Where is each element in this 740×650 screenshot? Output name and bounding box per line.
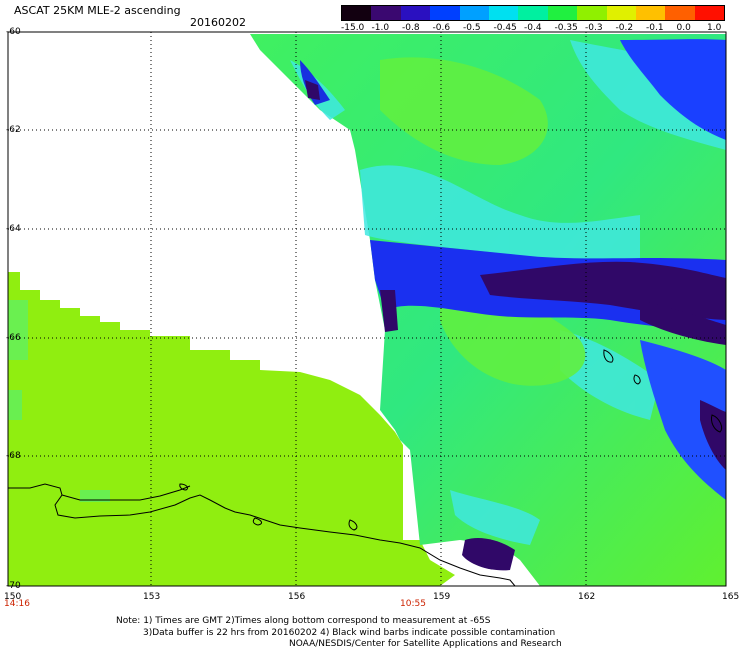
- colorbar-label: -0.2: [615, 23, 634, 33]
- colorbar-swatch: [694, 6, 725, 20]
- plot-border: [7, 31, 727, 587]
- patches-left-green: [8, 300, 110, 502]
- patches-cyan: [290, 40, 726, 545]
- band-dark-purple: [305, 80, 726, 571]
- grid-lines: [8, 32, 726, 586]
- coastline-inner: [61, 485, 191, 501]
- note-line-2: 3)Data buffer is 22 hrs from 20160202 4)…: [143, 628, 556, 638]
- colorbar-swatch: [577, 6, 607, 20]
- colorbar-label: -0.3: [585, 23, 603, 33]
- latitude-label: -70: [6, 581, 21, 591]
- colorbar-label: -0.35: [554, 23, 578, 33]
- colorbar: -15.0 -1.0 -0.8 -0.6 -0.5 -0.45 -0.4 -0.35 -0.3 -…: [341, 5, 725, 33]
- patches-green: [380, 57, 586, 386]
- colorbar-label: -0.45: [493, 23, 517, 33]
- colorbar-label: -15.0: [341, 23, 365, 33]
- latitude-label: -66: [6, 333, 21, 343]
- map-date: 20160202: [190, 16, 246, 29]
- colorbar-swatch: [547, 6, 578, 20]
- swath-left: [8, 272, 455, 586]
- coastline: [8, 483, 516, 587]
- longitude-label: 150: [4, 592, 22, 602]
- longitude-label: 153: [143, 592, 161, 602]
- longitude-label: 162: [578, 592, 596, 602]
- colorbar-swatch: [518, 6, 548, 20]
- colorbar-swatch: [459, 6, 489, 20]
- note-line-3: NOAA/NESDIS/Center for Satellite Applica…: [289, 639, 562, 649]
- latitude-label: -62: [6, 125, 21, 135]
- colorbar-label: 0.0: [676, 23, 691, 33]
- colorbar-swatch: [371, 6, 401, 20]
- colorbar-label: -0.6: [432, 23, 451, 33]
- colorbar-label: -1.0: [371, 23, 390, 33]
- colorbar-swatch: [635, 6, 666, 20]
- time-mid: 10:55: [400, 599, 426, 609]
- colorbar-label: -0.4: [524, 23, 542, 33]
- colorbar-swatch: [342, 6, 372, 20]
- colorbar-swatch: [606, 6, 636, 20]
- colorbar-swatch: [430, 6, 460, 20]
- longitude-label: 165: [722, 592, 740, 602]
- latitude-label: -64: [6, 224, 21, 234]
- latitude-label: -68: [6, 451, 21, 461]
- time-left: 14:16: [4, 599, 30, 609]
- note-line-1: Note: 1) Times are GMT 2)Times along bot…: [116, 616, 491, 626]
- longitude-label: 159: [433, 592, 451, 602]
- latitude-label: -60: [6, 27, 21, 37]
- colorbar-label: -0.5: [463, 23, 481, 33]
- colorbar-swatch: [488, 6, 519, 20]
- colorbar-label: 1.0: [707, 23, 722, 33]
- colorbar-swatch: [665, 6, 695, 20]
- longitude-label: 156: [288, 592, 306, 602]
- colorbar-swatch: [400, 6, 431, 20]
- colorbar-label: -0.1: [646, 23, 664, 33]
- islands: [179, 349, 723, 531]
- colorbar-label: -0.8: [402, 23, 420, 33]
- map-title: ASCAT 25KM MLE-2 ascending: [14, 4, 181, 17]
